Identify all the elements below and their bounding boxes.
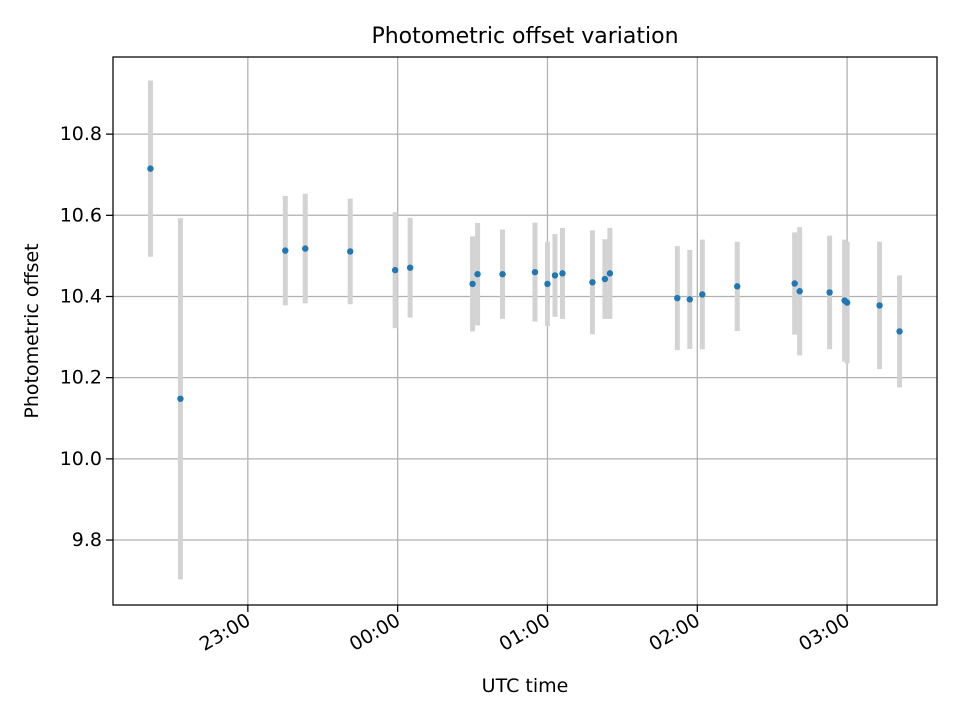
data-point (791, 280, 798, 287)
data-point (601, 275, 609, 283)
data-point (559, 270, 566, 277)
x-axis-label: UTC time (482, 675, 569, 697)
data-point (177, 395, 184, 402)
y-tick-label: 10.4 (60, 285, 102, 307)
data-point (302, 245, 309, 252)
data-point (796, 288, 803, 295)
data-point (876, 302, 883, 309)
data-point (147, 165, 154, 172)
data-point (391, 266, 399, 274)
chart-title: Photometric offset variation (371, 24, 678, 49)
data-point (826, 289, 833, 296)
data-point (544, 280, 551, 288)
data-point (474, 270, 481, 278)
data-point (282, 247, 289, 254)
y-tick-label: 10.8 (60, 123, 102, 145)
data-points (147, 165, 903, 402)
data-point (347, 248, 354, 255)
data-point (469, 280, 476, 288)
y-tick-label: 10.6 (60, 204, 102, 226)
data-point (589, 279, 596, 286)
y-axis: 9.8 10.0 10.2 10.4 10.6 10.8 (60, 123, 113, 551)
data-point (606, 270, 614, 277)
data-point (734, 283, 741, 290)
y-tick-label: 9.8 (72, 529, 102, 551)
data-point (406, 264, 414, 271)
plot-frame (112, 56, 938, 606)
data-point (531, 268, 539, 276)
data-point (551, 272, 559, 279)
data-point (686, 296, 693, 303)
data-point (674, 294, 681, 302)
data-point (896, 328, 903, 335)
data-point (699, 291, 706, 298)
data-point (499, 270, 506, 278)
data-point (843, 299, 851, 306)
y-tick-label: 10.2 (60, 367, 102, 389)
y-tick-label: 10.0 (60, 448, 102, 470)
y-axis-label: Photometric offset (21, 243, 43, 418)
